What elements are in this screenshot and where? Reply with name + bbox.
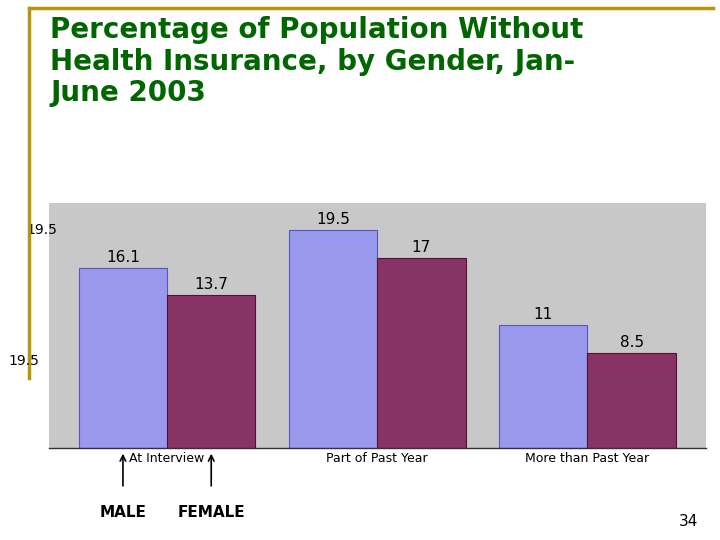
Text: 16.1: 16.1 <box>106 250 140 265</box>
Bar <box>499 325 588 448</box>
Text: 19.5: 19.5 <box>9 354 40 368</box>
Text: 17: 17 <box>412 240 431 255</box>
Text: Percentage of Population Without
Health Insurance, by Gender, Jan-
June 2003: Percentage of Population Without Health … <box>50 16 584 107</box>
Text: 19.5: 19.5 <box>27 224 58 238</box>
Text: FEMALE: FEMALE <box>177 505 245 520</box>
Text: MALE: MALE <box>99 505 146 520</box>
Bar <box>588 353 676 448</box>
Bar <box>78 268 167 448</box>
Bar <box>289 231 377 448</box>
Bar <box>167 295 256 448</box>
Text: 19.5: 19.5 <box>316 212 350 227</box>
Bar <box>377 258 466 448</box>
Text: 8.5: 8.5 <box>619 335 644 350</box>
Text: 13.7: 13.7 <box>194 277 228 292</box>
Text: 11: 11 <box>534 307 553 322</box>
Text: 34: 34 <box>679 514 698 529</box>
